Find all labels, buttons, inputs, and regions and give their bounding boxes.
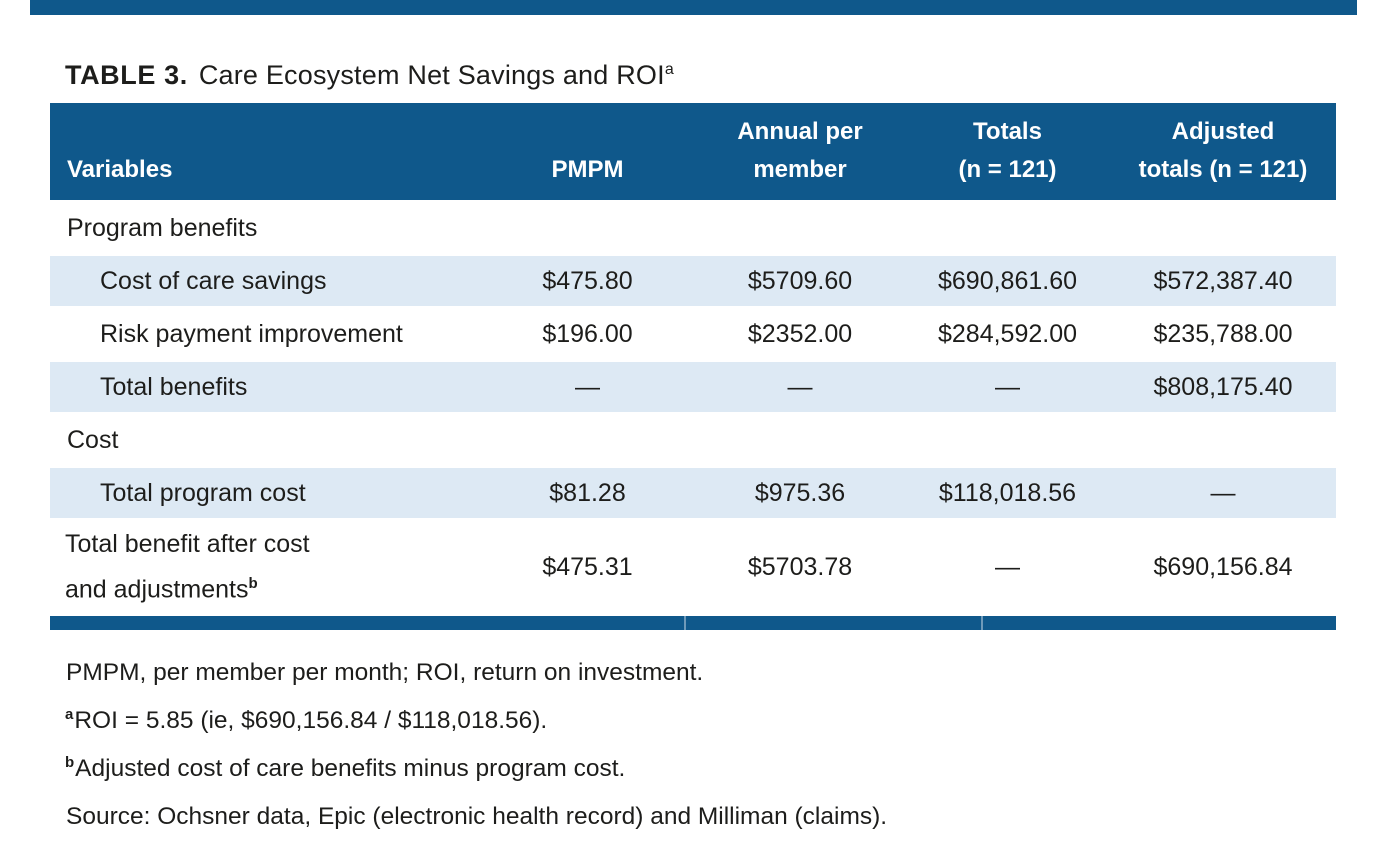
top-accent-rule (30, 0, 1357, 15)
row-label-line2-text: and adjustments (65, 575, 249, 604)
row-label: Cost (67, 425, 119, 454)
cell-annual-per-member: $5703.78 (747, 552, 853, 581)
cell-pmpm: $196.00 (542, 319, 633, 348)
cell-adjusted-totals: $690,156.84 (1153, 552, 1293, 581)
row-label: Cost of care savings (100, 266, 327, 295)
column-header-label: Variables (67, 156, 173, 183)
table-row-cost-of-care-savings: Cost of care savings $475.80 $5709.60 $6… (50, 253, 1336, 306)
footnote-text: Adjusted cost of care benefits minus pro… (75, 755, 626, 783)
table-title-text: Care Ecosystem Net Savings and ROI (198, 60, 665, 90)
column-header-label-line1: Annual per (737, 118, 863, 145)
cell-adjusted-totals: — (1210, 478, 1236, 507)
column-header-label: PMPM (551, 156, 624, 183)
column-header-label-line2: member (753, 156, 847, 183)
cell-pmpm: — (575, 372, 600, 401)
cell-totals: — (995, 372, 1020, 401)
column-header-adjusted-totals: Adjusted totals (n = 121) (1110, 113, 1336, 189)
table-row-total-benefits: Total benefits — — — $808,175.40 (50, 359, 1336, 412)
row-label-footnote-marker: b (248, 575, 258, 593)
table-row-total-program-cost: Total program cost $81.28 $975.36 $118,0… (50, 465, 1336, 518)
bottom-accent-rule (50, 616, 1336, 630)
column-header-label-line2: totals (n = 121) (1138, 156, 1308, 183)
footnotes: PMPM, per member per month; ROI, return … (65, 646, 887, 839)
cell-adjusted-totals: $808,175.40 (1153, 372, 1293, 401)
footnote-adjusted-cost: bAdjusted cost of care benefits minus pr… (65, 742, 887, 790)
footnote-text: PMPM, per member per month; ROI, return … (66, 659, 704, 687)
cell-totals: $690,861.60 (937, 266, 1078, 295)
cell-totals: $284,592.00 (937, 319, 1078, 348)
row-label-line2: and adjustmentsb (65, 564, 480, 609)
table-row-total-benefit-after-cost: Total benefit after cost and adjustments… (50, 518, 1336, 613)
footnote-marker: b (65, 754, 75, 772)
footnote-roi: aROI = 5.85 (ie, $690,156.84 / $118,018.… (65, 694, 887, 742)
column-header-label-line1: Totals (973, 118, 1042, 145)
row-label: Total benefit after cost and adjustments… (50, 524, 480, 609)
table-row-risk-payment-improvement: Risk payment improvement $196.00 $2352.0… (50, 306, 1336, 359)
cell-pmpm: $475.31 (542, 552, 633, 581)
cell-pmpm: $81.28 (549, 478, 626, 507)
column-header-variables: Variables (50, 151, 480, 189)
cell-annual-per-member: — (787, 372, 813, 401)
table-row-cost-section: Cost (50, 412, 1336, 465)
table-row-program-benefits: Program benefits (50, 200, 1336, 253)
row-label: Total benefits (100, 372, 248, 401)
table-header-row: Variables PMPM Annual per member Totals … (50, 103, 1336, 200)
column-header-label-line2: (n = 121) (958, 156, 1057, 183)
cell-adjusted-totals: $572,387.40 (1153, 266, 1293, 295)
row-label: Risk payment improvement (100, 319, 403, 348)
column-seam (981, 616, 983, 630)
column-header-annual-per-member: Annual per member (695, 113, 905, 189)
footnote-text: Source: Ochsner data, Epic (electronic h… (66, 803, 888, 831)
footnote-abbreviations: PMPM, per member per month; ROI, return … (65, 646, 887, 694)
cell-totals: $118,018.56 (938, 478, 1077, 507)
footnote-source: Source: Ochsner data, Epic (electronic h… (65, 790, 887, 838)
cell-annual-per-member: $5709.60 (747, 266, 853, 295)
cell-annual-per-member: $975.36 (754, 478, 846, 507)
column-seam (684, 616, 686, 630)
cell-annual-per-member: $2352.00 (747, 319, 853, 348)
table-number-label: TABLE 3. (65, 60, 188, 90)
row-label: Total program cost (100, 478, 306, 507)
footnote-text: ROI = 5.85 (ie, $690,156.84 / $118,018.5… (74, 707, 548, 735)
cell-totals: — (995, 552, 1020, 581)
column-header-pmpm: PMPM (480, 151, 695, 189)
cell-pmpm: $475.80 (542, 266, 633, 295)
footnote-marker: a (65, 706, 74, 724)
table-title: TABLE 3. Care Ecosystem Net Savings and R… (65, 60, 674, 91)
cell-adjusted-totals: $235,788.00 (1153, 319, 1293, 348)
data-table: Variables PMPM Annual per member Totals … (50, 103, 1336, 630)
row-label: Program benefits (67, 213, 258, 242)
table-title-footnote-marker: a (664, 61, 674, 78)
column-header-label-line1: Adjusted (1171, 118, 1275, 145)
column-header-totals: Totals (n = 121) (905, 113, 1110, 189)
row-label-line1: Total benefit after cost (65, 530, 310, 559)
